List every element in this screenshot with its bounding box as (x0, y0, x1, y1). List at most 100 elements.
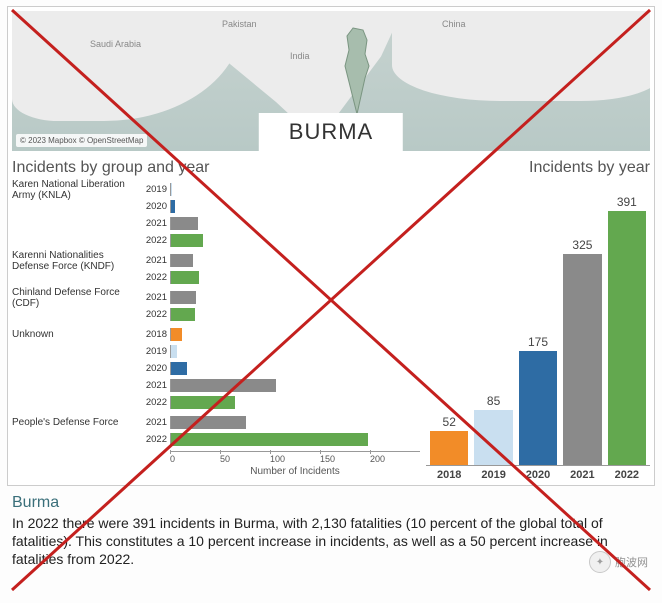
hbar-rect (171, 379, 276, 392)
map-land-china (392, 11, 650, 101)
vertical-chart: 5285175325391 20182019202020212022 (426, 181, 650, 481)
vbar-rect (474, 410, 512, 465)
right-chart-title: Incidents by year (426, 159, 650, 177)
report-panel: Saudi Arabia Pakistan India China © 2023… (7, 6, 655, 486)
hbar-rect (171, 328, 182, 341)
hbar-track (170, 254, 420, 267)
hbar-row: Chinland Defense Force (CDF)2021 (12, 289, 420, 306)
vbar-column: 325 (563, 238, 601, 465)
hbar-track (170, 379, 420, 392)
group-label: Unknown (12, 329, 144, 340)
hbar-row: People's Defense Force2021 (12, 414, 420, 431)
hbar-row: Karenni Nationalities Defense Force (KND… (12, 252, 420, 269)
year-label: 2022 (144, 397, 170, 408)
hbar-row: 2020 (12, 360, 420, 377)
vbar-value-label: 175 (528, 335, 548, 349)
year-label: 2020 (144, 201, 170, 212)
hbar-row: 2021 (12, 377, 420, 394)
map-label: Pakistan (222, 19, 257, 29)
vbar-rect (608, 211, 646, 465)
hbar-rect (171, 254, 193, 267)
left-x-label: Number of Incidents (170, 466, 420, 477)
watermark-text: 胞波网 (615, 554, 648, 570)
hbar-track (170, 396, 420, 409)
group-label: Karen National Liberation Army (KNLA) (12, 179, 144, 201)
hbar-track (170, 362, 420, 375)
vbar-column: 52 (430, 415, 468, 465)
year-label: 2022 (144, 272, 170, 283)
vx-tick: 2022 (608, 469, 646, 481)
x-tick: 200 (370, 454, 420, 464)
left-chart-title: Incidents by group and year (12, 159, 420, 177)
hbar-row: 2019 (12, 343, 420, 360)
hbar-track (170, 433, 420, 446)
hbar-rect (171, 183, 172, 196)
map-label: China (442, 19, 466, 29)
hbar-row: 2022 (12, 232, 420, 249)
x-tick: 0 (170, 454, 220, 464)
year-label: 2021 (144, 380, 170, 391)
hbar-track (170, 234, 420, 247)
vx-tick: 2018 (430, 469, 468, 481)
year-label: 2021 (144, 255, 170, 266)
hbar-track (170, 345, 420, 358)
hbar-row: 2022 (12, 269, 420, 286)
caption-title: Burma (12, 494, 650, 512)
hbar-rect (171, 433, 368, 446)
hbar-rect (171, 291, 196, 304)
hbar-row: 2022 (12, 306, 420, 323)
horizontal-bars: Karen National Liberation Army (KNLA)201… (12, 181, 420, 451)
left-x-axis: 050100150200 (170, 451, 420, 464)
incidents-by-year-chart: Incidents by year 52 85 175 325 391 2018 2019… (426, 159, 650, 481)
map-attribution: © 2023 Mapbox © OpenStreetMap (16, 134, 147, 147)
vbar-column: 175 (519, 335, 557, 465)
hbar-row: 2021 (12, 215, 420, 232)
map-label: India (290, 51, 310, 61)
vbar-rect (563, 254, 601, 465)
hbar-track (170, 328, 420, 341)
x-tick: 50 (220, 454, 270, 464)
vbar-value-label: 52 (443, 415, 456, 429)
hbar-track (170, 271, 420, 284)
year-label: 2022 (144, 309, 170, 320)
hbar-rect (171, 234, 203, 247)
year-label: 2020 (144, 363, 170, 374)
map-label: Saudi Arabia (90, 39, 141, 49)
caption-block: Burma In 2022 there were 391 incidents i… (6, 486, 656, 569)
charts-row: Incidents by group and year Karen Nation… (12, 159, 650, 481)
hbar-rect (171, 416, 246, 429)
hbar-row: 2020 (12, 198, 420, 215)
vx-tick: 2019 (474, 469, 512, 481)
vbar-column: 85 (474, 394, 512, 465)
vbar-column: 391 (608, 195, 646, 465)
hbar-track (170, 200, 420, 213)
year-label: 2019 (144, 346, 170, 357)
hbar-track (170, 416, 420, 429)
hbar-rect (171, 345, 177, 358)
hbar-rect (171, 200, 175, 213)
year-label: 2022 (144, 434, 170, 445)
watermark-icon: ✦ (589, 551, 611, 573)
page: Saudi Arabia Pakistan India China © 2023… (0, 0, 662, 603)
hbar-rect (171, 362, 187, 375)
group-label: People's Defense Force (12, 417, 144, 428)
year-label: 2018 (144, 329, 170, 340)
vbar-value-label: 325 (572, 238, 592, 252)
hbar-row: 2022 (12, 394, 420, 411)
year-label: 2019 (144, 184, 170, 195)
hbar-rect (171, 271, 199, 284)
vbar-rect (430, 431, 468, 465)
vbar-rect (519, 351, 557, 465)
group-label: Karenni Nationalities Defense Force (KND… (12, 250, 144, 272)
hbar-track (170, 183, 420, 196)
caption-body: In 2022 there were 391 incidents in Burm… (12, 514, 650, 569)
hbar-row: Karen National Liberation Army (KNLA)201… (12, 181, 420, 198)
year-label: 2021 (144, 218, 170, 229)
map-title-banner: BURMA (259, 113, 403, 151)
right-x-axis: 20182019202020212022 (426, 465, 650, 481)
incidents-by-group-chart: Incidents by group and year Karen Nation… (12, 159, 420, 481)
hbar-rect (171, 396, 235, 409)
vx-tick: 2021 (563, 469, 601, 481)
year-label: 2022 (144, 235, 170, 246)
hbar-track (170, 291, 420, 304)
